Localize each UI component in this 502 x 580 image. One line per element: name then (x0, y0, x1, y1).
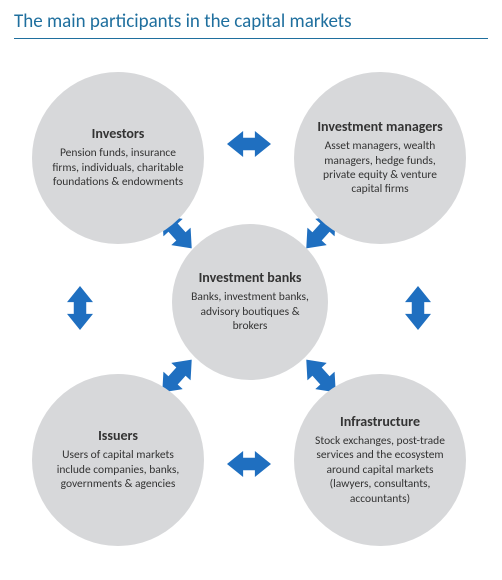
double-arrow-icon (405, 286, 431, 330)
page-title: The main participants in the capital mar… (14, 10, 352, 33)
node-description: Stock exchanges, post-trade services and… (308, 434, 452, 506)
node-issuers: Issuers Users of capital markets include … (32, 374, 204, 546)
node-label: Investment banks (199, 270, 302, 286)
node-managers: Investment managers Asset managers, wealt… (294, 72, 466, 244)
node-description: Users of capital markets include compani… (46, 448, 190, 491)
node-label: Issuers (98, 428, 138, 444)
node-label: Investors (92, 126, 145, 142)
node-label: Infrastructure (340, 414, 420, 430)
node-label: Investment managers (317, 119, 442, 135)
double-arrow-icon (227, 131, 271, 157)
node-description: Pension funds, insurance firms, individu… (46, 146, 190, 189)
double-arrow-icon (227, 451, 271, 477)
node-description: Banks, investment banks, advisory boutiq… (186, 290, 314, 333)
double-arrow-icon (67, 286, 93, 330)
node-description: Asset managers, wealth managers, hedge f… (308, 139, 452, 197)
node-banks: Investment banks Banks, investment banks,… (172, 224, 328, 380)
title-underline (14, 38, 488, 39)
node-infra: Infrastructure Stock exchanges, post-trad… (294, 374, 466, 546)
node-investors: Investors Pension funds, insurance firms,… (32, 72, 204, 244)
